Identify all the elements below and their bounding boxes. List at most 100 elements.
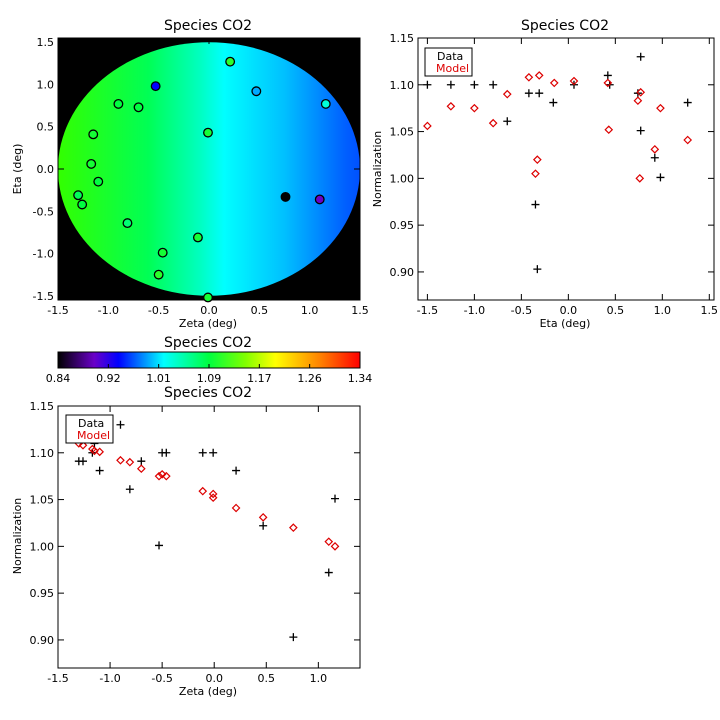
heatmap-point: [113, 98, 124, 109]
y-tick-label: 1.15: [390, 32, 415, 45]
heatmap-point: [203, 127, 213, 138]
model-point: [116, 455, 125, 465]
eta-scatter-xlabel: Eta (deg): [540, 317, 591, 330]
x-tick-label: -1.5: [47, 304, 68, 317]
data-point: [324, 568, 333, 577]
heatmap-point: [133, 102, 144, 113]
heatmap-point: [77, 199, 88, 210]
heatmap-point: [192, 232, 203, 243]
model-point: [125, 457, 135, 467]
data-point: [289, 633, 298, 642]
y-tick-label: 1.00: [30, 540, 55, 553]
model-point: [633, 96, 643, 106]
heatmap-point: [73, 190, 84, 201]
legend-data-label: Data: [437, 50, 463, 63]
y-tick-label: 1.10: [390, 79, 415, 92]
x-tick-label: -1.0: [464, 304, 485, 317]
data-point: [198, 448, 207, 457]
model-point: [604, 125, 614, 135]
y-tick-label: 0.95: [30, 587, 55, 600]
data-point: [656, 173, 665, 182]
heatmap-point: [251, 86, 262, 97]
y-tick-label: 1.10: [30, 447, 55, 460]
x-tick-label: -1.0: [99, 672, 120, 685]
model-point: [549, 78, 559, 88]
data-point: [137, 457, 146, 466]
heatmap-point: [86, 158, 97, 169]
model-point: [532, 155, 542, 164]
model-point: [502, 89, 512, 99]
model-point: [569, 76, 579, 86]
data-point: [549, 98, 558, 107]
x-tick-label: 0.0: [560, 304, 578, 317]
zeta-scatter-panel: Species CO2 -1.5 -1.0 -0.5 0.0 0.5 1.0 0.90 0.9…: [11, 385, 361, 698]
data-point: [531, 200, 540, 209]
model-point: [157, 469, 167, 479]
x-tick-label: -0.5: [148, 304, 169, 317]
model-point: [423, 121, 432, 131]
heatmap-ylabel: Eta (deg): [11, 144, 24, 195]
x-tick-label: 1.0: [301, 304, 319, 317]
x-tick-label: 1.5: [701, 304, 719, 317]
model-point: [208, 489, 218, 499]
data-point: [423, 80, 432, 89]
heatmap-point: [150, 81, 161, 92]
data-point: [489, 80, 498, 89]
data-point: [636, 52, 645, 61]
model-point: [136, 464, 146, 474]
model-point: [635, 174, 645, 183]
y-tick-label: -0.5: [33, 205, 54, 218]
x-tick-label: 0.5: [607, 304, 625, 317]
model-point: [531, 169, 540, 179]
colorbar: Species CO2 0.84 0.92 1.01 1.09 1.17 1.26 1.34: [46, 335, 373, 385]
heatmap-xlabel: Zeta (deg): [179, 317, 237, 330]
model-point: [95, 447, 105, 457]
legend-model-label: Model: [77, 429, 110, 442]
model-point: [683, 135, 693, 145]
data-point: [535, 89, 544, 98]
model-point: [656, 103, 665, 113]
model-point: [330, 542, 340, 551]
colorbar-ticks: 0.84 0.92 1.01 1.09 1.17 1.26 1.34: [46, 364, 373, 385]
y-tick-label: 0.5: [37, 121, 55, 134]
colorbar-tick-label: 1.26: [297, 372, 322, 385]
y-tick-label: 1.15: [30, 400, 55, 413]
data-point: [232, 466, 241, 475]
data-point: [125, 485, 134, 494]
zeta-scatter-axes: -1.5 -1.0 -0.5 0.0 0.5 1.0 0.90 0.95 1.00 1.05 1.1…: [30, 400, 361, 685]
y-tick-label: 1.00: [390, 172, 415, 185]
zeta-scatter-legend: Data Model: [65, 414, 114, 444]
x-tick-label: -1.5: [47, 672, 68, 685]
data-point: [162, 448, 171, 457]
x-tick-label: -0.5: [511, 304, 532, 317]
x-tick-label: 1.0: [310, 672, 328, 685]
legend-box: [65, 414, 114, 444]
y-tick-label: 0.90: [390, 266, 415, 279]
heatmap-point: [153, 269, 164, 280]
model-point: [208, 493, 218, 503]
data-point: [331, 494, 340, 503]
data-point: [116, 420, 125, 429]
model-point: [161, 471, 171, 481]
data-point: [155, 541, 164, 550]
heatmap-axes: -1.5 -1.0 -0.5 0.0 0.5 1.0 1.5 -1.5 -1.0 -0.5 0.0 0…: [33, 36, 369, 317]
legend-data-label: Data: [78, 417, 104, 430]
colorbar-tick-label: 1.34: [348, 372, 373, 385]
y-tick-label: 0.90: [30, 634, 55, 647]
data-point: [209, 448, 218, 457]
y-tick-label: 1.0: [37, 78, 55, 91]
eta-scatter-ylabel: Normalization: [371, 131, 384, 207]
colorbar-tick-label: 1.17: [247, 372, 272, 385]
heatmap-title: Species CO2: [164, 18, 252, 34]
model-point: [636, 87, 646, 97]
data-point: [503, 117, 512, 126]
x-tick-label: 0.0: [205, 672, 223, 685]
eta-scatter-title: Species CO2: [521, 18, 609, 34]
eta-scatter-panel: Species CO2 -1.5 -1.0 -0.5 0.0 0.5 1.0 1.5 0.90…: [371, 18, 718, 330]
model-point: [534, 71, 544, 80]
model-point: [324, 537, 334, 547]
model-point: [90, 446, 99, 456]
eta-scatter-points: [423, 52, 693, 274]
model-point: [446, 101, 456, 111]
